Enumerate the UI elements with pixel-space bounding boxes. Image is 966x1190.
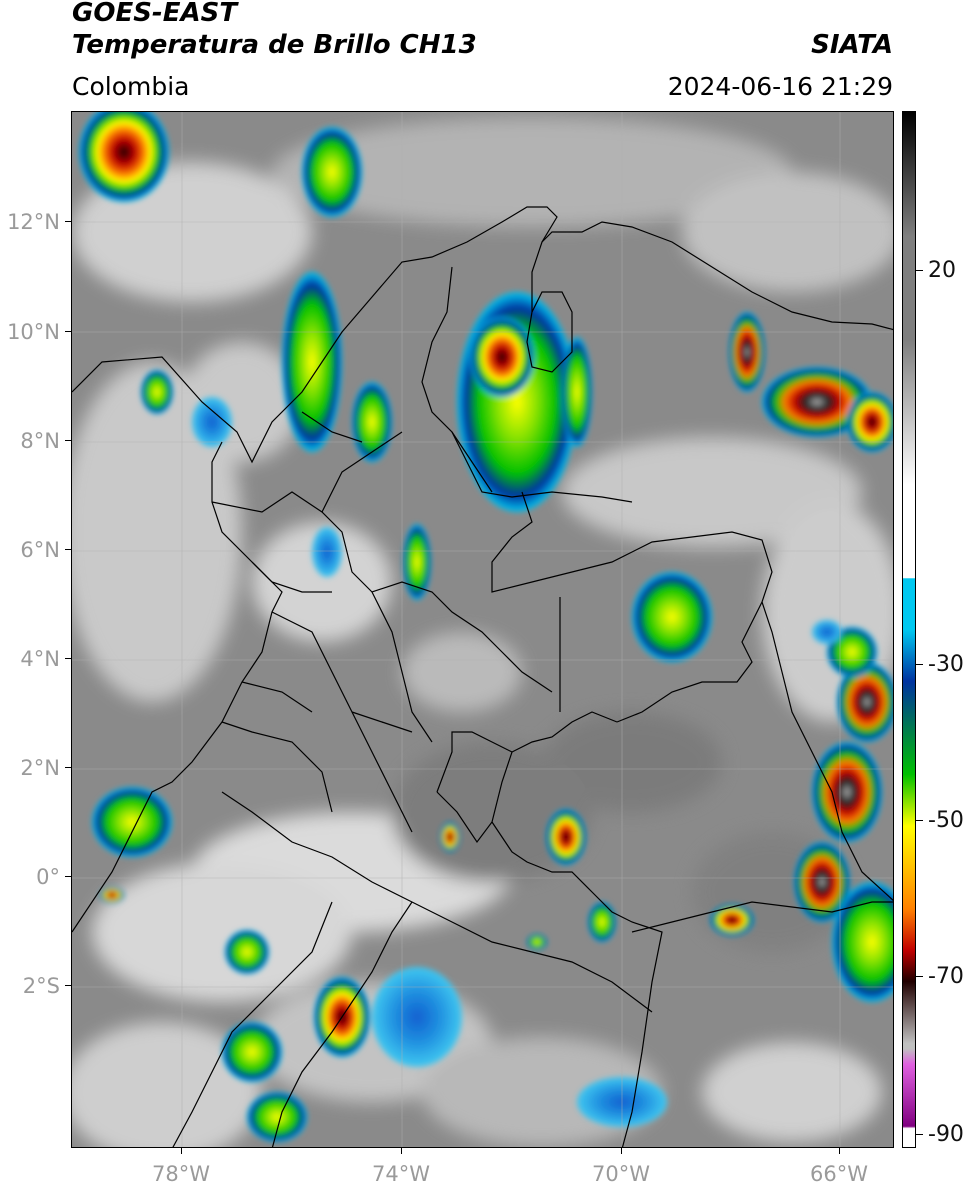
lat-tick	[65, 985, 71, 986]
timestamp-label: 2024-06-16 21:29	[667, 72, 893, 101]
political-borders	[72, 206, 893, 1147]
lon-label-70w: 70°W	[592, 1162, 650, 1186]
lat-label-6n: 6°N	[20, 538, 60, 562]
source-label: SIATA	[811, 30, 893, 60]
colorbar-tick	[916, 664, 923, 665]
lat-tick	[65, 767, 71, 768]
region-label: Colombia	[72, 72, 190, 101]
lon-tick	[839, 1148, 840, 1154]
colorbar-tick	[916, 1134, 923, 1135]
lat-tick	[65, 549, 71, 550]
lat-label-12n: 12°N	[7, 210, 60, 234]
colorbar-tick	[916, 820, 923, 821]
colorbar-label-minus50: -50	[928, 808, 964, 833]
lon-tick	[181, 1148, 182, 1154]
title-line-2: Temperatura de Brillo CH13	[72, 30, 477, 60]
colorbar-tick	[916, 270, 923, 271]
lat-label-4n: 4°N	[20, 647, 60, 671]
lat-tick	[65, 331, 71, 332]
colorbar-label-minus90: -90	[928, 1122, 964, 1147]
lon-tick	[401, 1148, 402, 1154]
colorbar-label-minus30: -30	[928, 652, 964, 677]
lat-label-2s: 2°S	[22, 974, 60, 998]
title-line-1: GOES-EAST	[72, 0, 238, 28]
lat-tick	[65, 221, 71, 222]
colorbar-label-20: 20	[928, 258, 956, 283]
lat-label-0: 0°	[36, 865, 60, 889]
lat-tick	[65, 658, 71, 659]
temperature-colorbar	[902, 111, 916, 1148]
colorbar-label-minus70: -70	[928, 964, 964, 989]
colorbar-tick	[916, 976, 923, 977]
lat-label-10n: 10°N	[7, 320, 60, 344]
lon-label-74w: 74°W	[372, 1162, 430, 1186]
satellite-map	[71, 111, 894, 1148]
lat-label-8n: 8°N	[20, 429, 60, 453]
lat-tick	[65, 440, 71, 441]
lat-tick	[65, 876, 71, 877]
lat-label-2n: 2°N	[20, 756, 60, 780]
lon-label-66w: 66°W	[810, 1162, 868, 1186]
lon-label-78w: 78°W	[152, 1162, 210, 1186]
lon-tick	[621, 1148, 622, 1154]
satellite-image	[72, 112, 893, 1147]
graticule	[72, 112, 893, 1147]
